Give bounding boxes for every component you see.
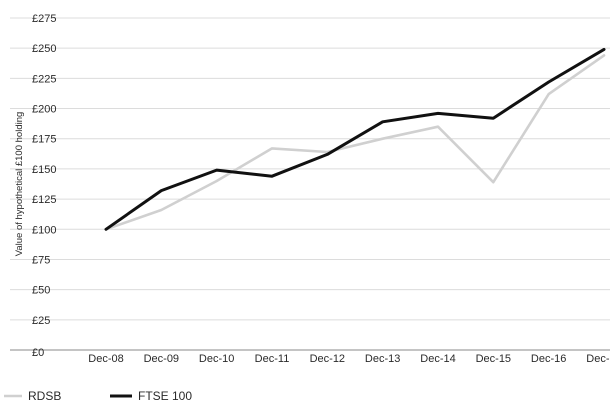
x-tick-label: Dec-10 — [199, 353, 234, 365]
series-line-ftse-100 — [106, 49, 604, 229]
x-tick-label: Dec-08 — [88, 353, 123, 365]
y-tick-label: £25 — [32, 315, 50, 327]
legend: RDSB FTSE 100 — [4, 389, 192, 403]
y-tick-label: £125 — [32, 194, 56, 206]
x-axis-tick-labels: Dec-08 Dec-09 Dec-10 Dec-11 Dec-12 Dec-13 Dec-… — [88, 353, 610, 365]
x-tick-label: Dec-17 — [586, 353, 610, 365]
y-tick-label: £0 — [32, 347, 44, 359]
y-axis-title: Value of hypothetical £100 holding — [14, 112, 25, 257]
y-tick-label: £150 — [32, 164, 56, 176]
legend-label: FTSE 100 — [138, 389, 192, 403]
x-tick-label: Dec-16 — [531, 353, 566, 365]
x-tick-label: Dec-11 — [255, 353, 290, 365]
y-axis-tick-labels: £0 £25 £50 £75 £100 £125 £150 £175 £200 £225 £250 £… — [32, 13, 56, 359]
legend-label: RDSB — [28, 389, 61, 403]
series-line-rdsb — [106, 55, 604, 229]
gridlines — [10, 18, 610, 350]
y-tick-label: £175 — [32, 134, 56, 146]
y-tick-label: £225 — [32, 73, 56, 85]
y-tick-label: £200 — [32, 104, 56, 116]
x-tick-label: Dec-15 — [476, 353, 511, 365]
x-tick-label: Dec-14 — [420, 353, 455, 365]
y-tick-label: £100 — [32, 224, 56, 236]
y-tick-label: £75 — [32, 254, 50, 266]
series-lines — [106, 49, 604, 229]
y-tick-label: £250 — [32, 43, 56, 55]
x-tick-label: Dec-13 — [365, 353, 400, 365]
y-tick-label: £275 — [32, 13, 56, 25]
x-tick-label: Dec-12 — [310, 353, 345, 365]
x-tick-label: Dec-09 — [144, 353, 179, 365]
y-tick-label: £50 — [32, 285, 50, 297]
